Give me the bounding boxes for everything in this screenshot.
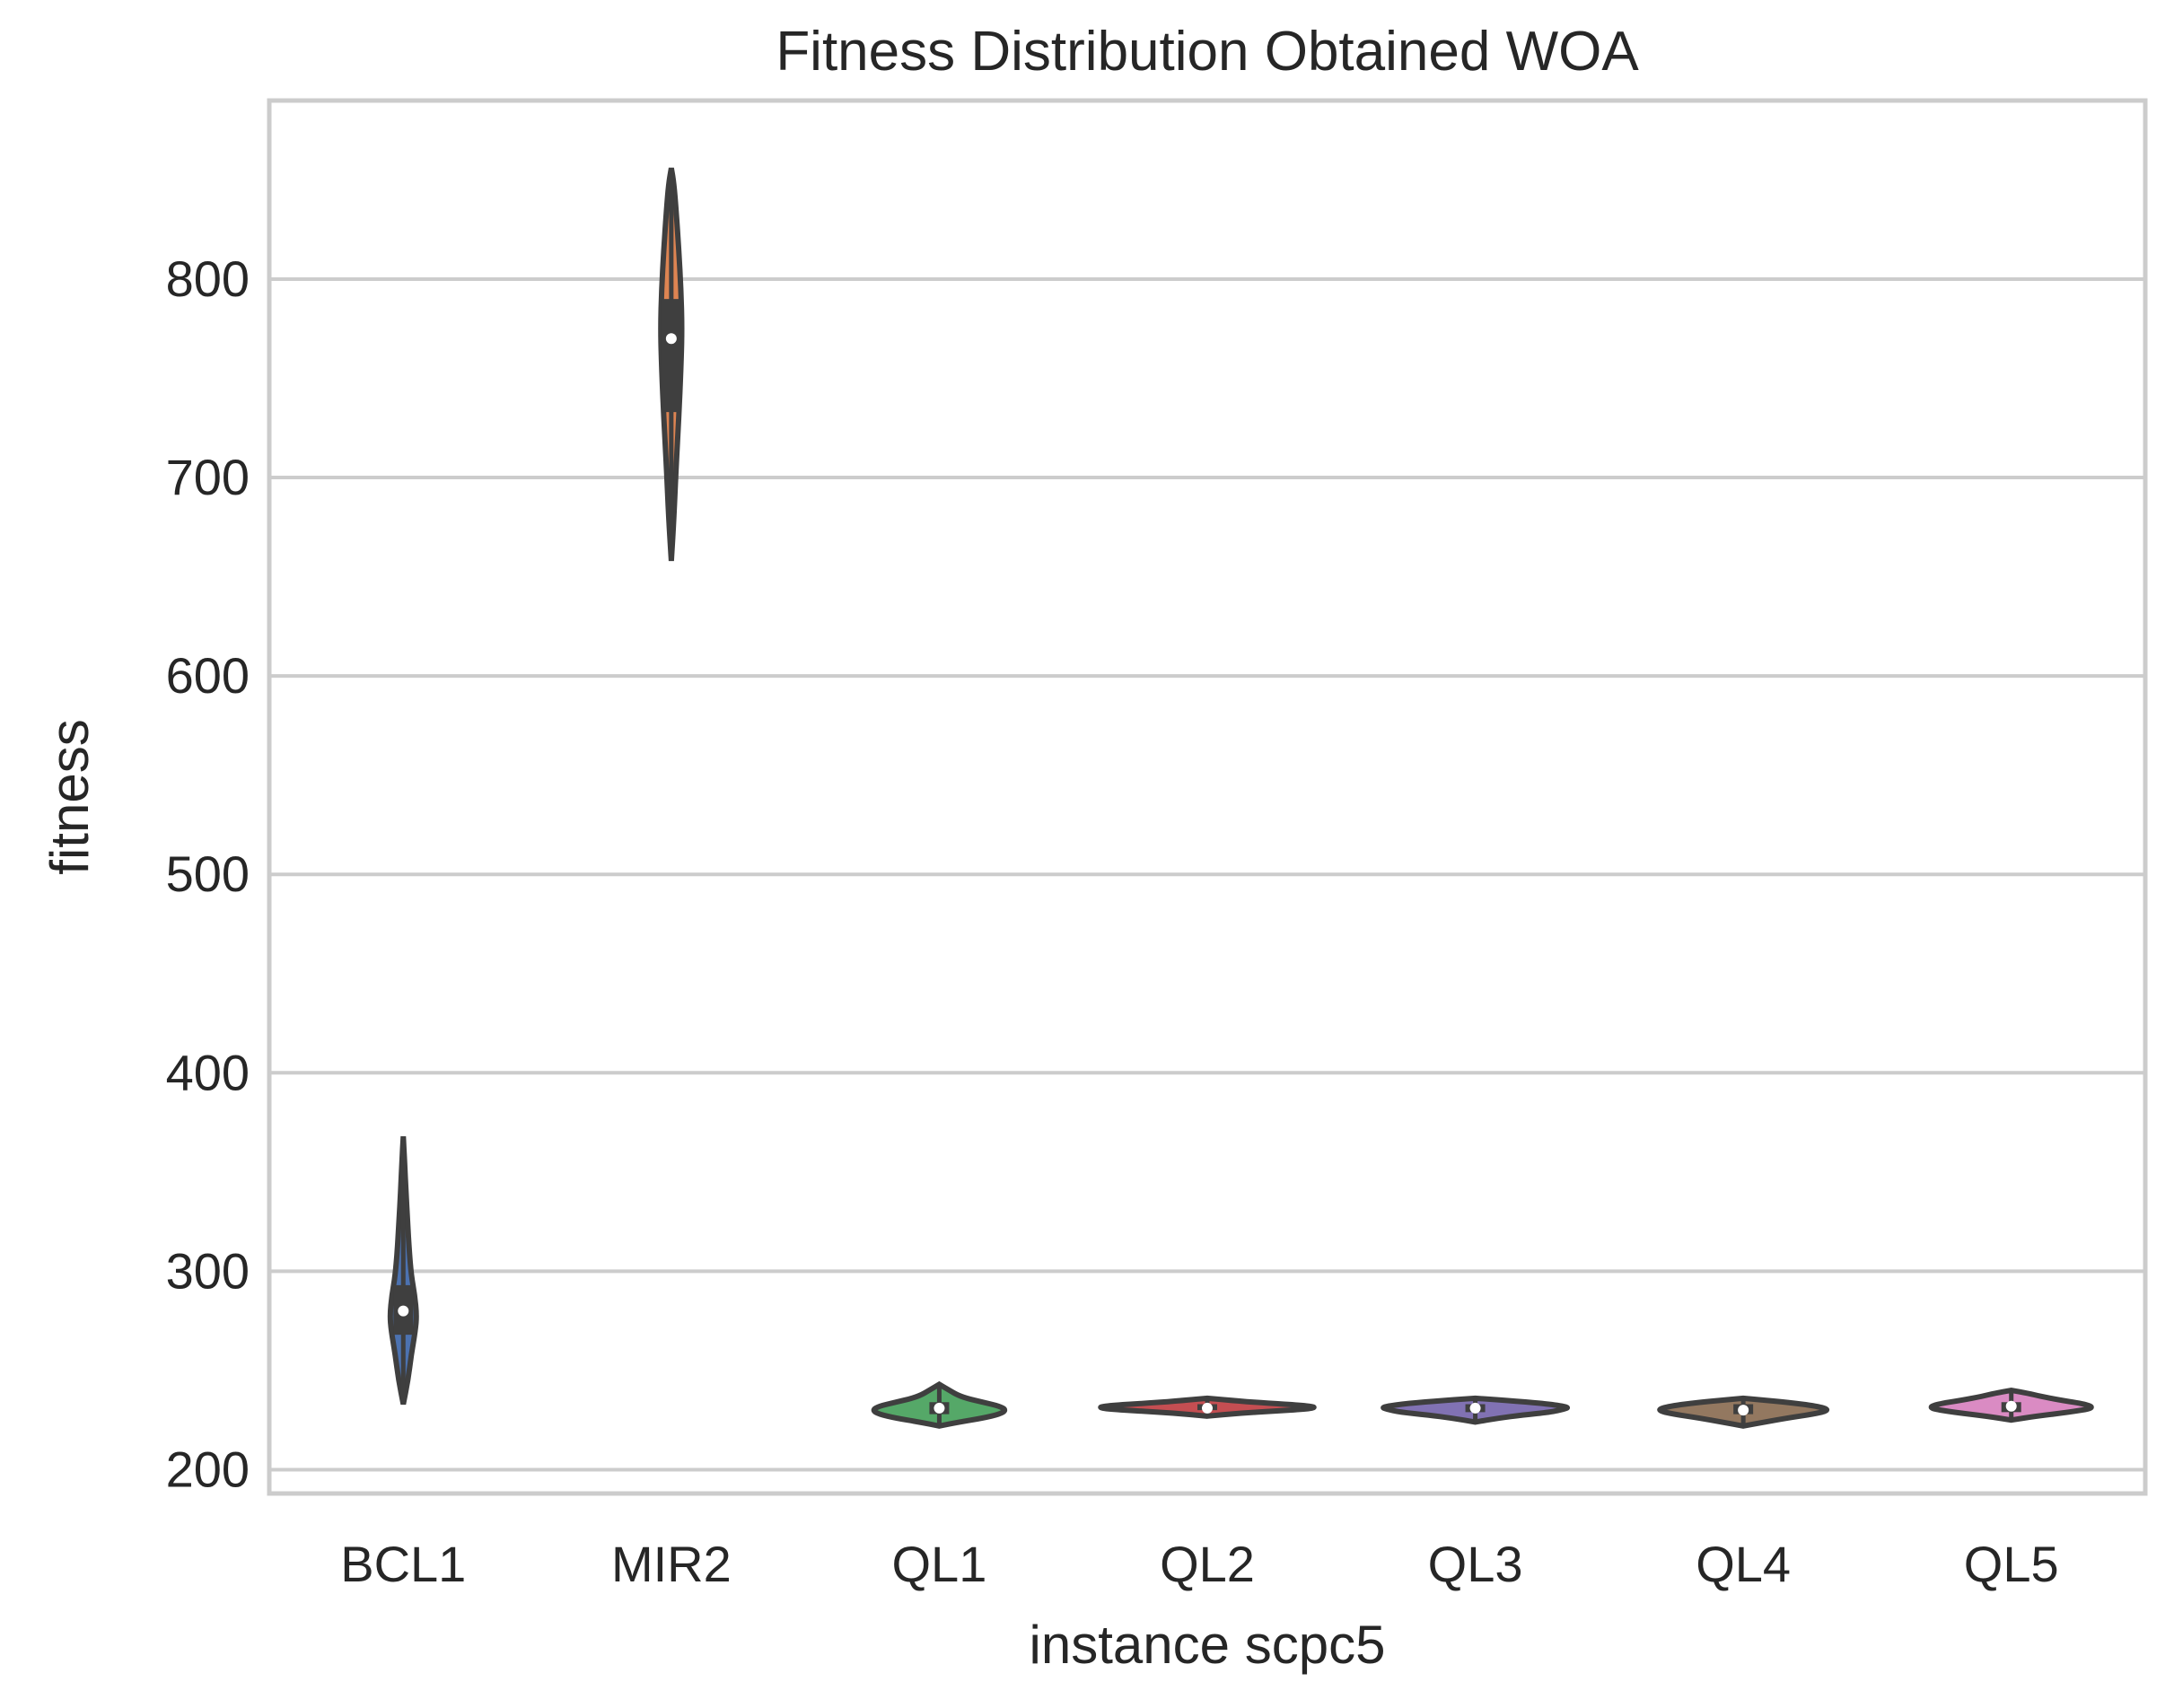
grid-lines: [269, 276, 2145, 1472]
y-tick-label: 200: [166, 1441, 250, 1497]
violin-median-ql2: [1202, 1402, 1213, 1414]
y-tick-label: 600: [166, 647, 250, 704]
violin-median-bcl1: [398, 1305, 409, 1317]
y-axis-label: fitness: [39, 719, 100, 874]
violin-ql3: [1381, 1395, 1570, 1425]
violin-median-ql5: [2005, 1400, 2017, 1412]
violin-median-ql3: [1469, 1402, 1481, 1414]
violin-ql2: [1098, 1395, 1317, 1419]
violin-median-ql4: [1738, 1405, 1749, 1416]
x-tick-label-ql4: QL4: [1696, 1536, 1791, 1592]
violin-bcl1: [387, 1135, 419, 1406]
x-tick-label-ql5: QL5: [1964, 1536, 2059, 1592]
violin-ql1: [871, 1380, 1008, 1429]
chart-title: Fitness Distribution Obtained WOA: [776, 21, 1639, 83]
violin-mir2: [658, 167, 685, 562]
violin-median-mir2: [665, 333, 677, 345]
x-tick-label-ql1: QL1: [891, 1536, 986, 1592]
y-tick-label: 400: [166, 1044, 250, 1100]
y-tick-label: 800: [166, 250, 250, 307]
x-tick-label-mir2: MIR2: [611, 1536, 732, 1592]
violin-group: [387, 167, 2094, 1429]
x-tick-labels: BCL1 MIR2 QL1 QL2 QL3 QL4 QL5: [340, 1536, 2058, 1592]
violin-median-ql1: [934, 1402, 945, 1414]
violin-ql4: [1657, 1395, 1829, 1429]
x-tick-label-ql2: QL2: [1160, 1536, 1255, 1592]
y-tick-label: 300: [166, 1242, 250, 1299]
y-tick-labels: 200 300 400 500 600 700 800: [166, 250, 250, 1497]
violin-ql5: [1928, 1387, 2094, 1423]
x-axis-label: instance scpc5: [1030, 1615, 1386, 1675]
x-tick-label-bcl1: BCL1: [340, 1536, 466, 1592]
y-tick-label: 700: [166, 449, 250, 505]
x-tick-label-ql3: QL3: [1428, 1536, 1523, 1592]
y-tick-label: 500: [166, 845, 250, 902]
plot-frame: [267, 98, 2148, 1496]
